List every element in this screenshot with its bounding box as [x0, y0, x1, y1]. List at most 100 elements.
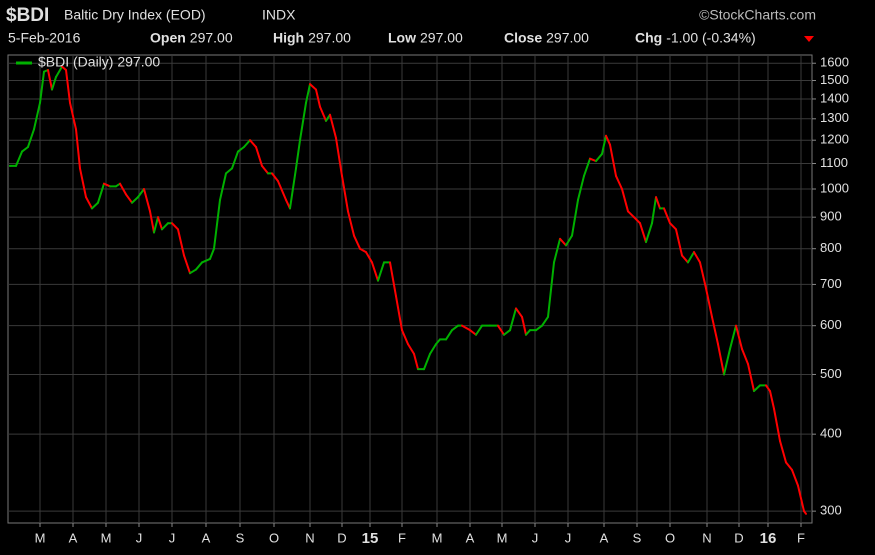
line-segment [289, 167, 297, 210]
line-segment [535, 324, 543, 332]
x-tick-label: 15 [362, 530, 379, 547]
line-segment [51, 75, 57, 91]
line-segment [765, 384, 771, 393]
line-segment [75, 128, 81, 170]
line-segment [711, 315, 719, 346]
line-segment [735, 324, 743, 350]
x-tick-label: M [432, 530, 443, 545]
line-segment [509, 307, 517, 332]
line-segment [353, 234, 361, 250]
line-segment [773, 407, 781, 442]
line-segment [547, 261, 555, 318]
plot-frame [7, 54, 813, 524]
x-tick-label: N [702, 530, 711, 545]
line-segment [565, 234, 573, 247]
line-segment [645, 222, 653, 244]
line-segment [47, 69, 53, 91]
line-segment [261, 164, 269, 175]
line-segment [723, 347, 731, 376]
line-segment [91, 201, 99, 210]
line-segment [195, 261, 203, 271]
y-tick-label: 1400 [820, 90, 849, 105]
line-segment [225, 167, 233, 175]
line-segment [469, 329, 477, 336]
line-segment [33, 101, 41, 131]
line-segment [621, 187, 629, 213]
y-tick-label: 1300 [820, 110, 849, 125]
line-segment [753, 384, 761, 393]
x-tick-label: M [35, 530, 46, 545]
line-segment [475, 324, 483, 336]
line-segment [15, 150, 23, 167]
quote-fields: Open 297.00 High 297.00 Low 297.00 Close 297.00… [150, 30, 756, 46]
line-segment [329, 113, 337, 139]
line-segment [237, 145, 245, 153]
x-tick-label: J [169, 530, 176, 545]
x-tick-label: J [136, 530, 143, 545]
line-segment [655, 196, 661, 210]
line-segment [503, 329, 511, 336]
line-segment [21, 145, 29, 153]
line-segment [779, 439, 787, 464]
line-segment [315, 88, 321, 108]
line-segment [119, 182, 127, 196]
line-segment [615, 174, 623, 190]
x-tick-label: J [565, 530, 572, 545]
x-tick-label: 16 [760, 530, 777, 547]
line-segment [461, 324, 471, 332]
line-segment [435, 338, 441, 346]
y-tick-label: 400 [820, 426, 842, 441]
line-segment [201, 257, 211, 264]
plot-area: 300 400 500 600 700 800 900 1000 1100 1200 1300 140… [7, 54, 849, 547]
line-segment [341, 174, 349, 213]
y-tick-label: 900 [820, 209, 842, 224]
line-segment [429, 343, 437, 355]
line-segment [687, 251, 695, 264]
line-segment [445, 329, 453, 341]
x-tick-label: D [337, 530, 346, 545]
x-tick-label: F [398, 530, 406, 545]
line-segment [669, 222, 677, 231]
line-segment [577, 174, 585, 201]
line-segment [797, 484, 805, 513]
source: ©StockCharts.com [699, 7, 816, 23]
line-segment [125, 193, 133, 204]
line-segment [791, 468, 799, 487]
line-segment [377, 261, 385, 282]
y-tick-label: 600 [820, 317, 842, 332]
line-segment [371, 261, 379, 282]
y-tick-label: 300 [820, 503, 842, 518]
x-tick-label: S [236, 530, 245, 545]
line-segment [277, 180, 287, 201]
line-segment [153, 216, 159, 234]
line-segment [525, 329, 531, 336]
line-segment [729, 324, 737, 350]
line-segment [407, 343, 415, 355]
y-tick-label: 1100 [820, 155, 848, 170]
line-segment [231, 150, 239, 170]
line-segment [693, 251, 701, 264]
line-segment [747, 362, 755, 393]
quote-label: High [273, 30, 304, 46]
line-segment [389, 261, 397, 298]
quote-label: Close [504, 30, 542, 46]
line-segment [583, 157, 591, 177]
line-segment [149, 210, 155, 234]
quote-label: Chg [635, 30, 662, 46]
line-segment [157, 216, 163, 231]
line-segment [97, 182, 105, 204]
x-tick-label: O [665, 530, 675, 545]
x-tick-label: D [734, 530, 743, 545]
line-segment [347, 210, 355, 237]
x-tick-label: A [69, 530, 78, 545]
line-segment [675, 228, 683, 257]
line-segment [401, 329, 409, 346]
x-tick-label: A [600, 530, 609, 545]
y-tick-label: 1600 [820, 55, 849, 70]
line-segment [395, 295, 403, 332]
line-segment [249, 139, 257, 148]
y-tick-label: 500 [820, 366, 842, 381]
line-segment [717, 343, 725, 376]
line-segment [213, 198, 221, 250]
